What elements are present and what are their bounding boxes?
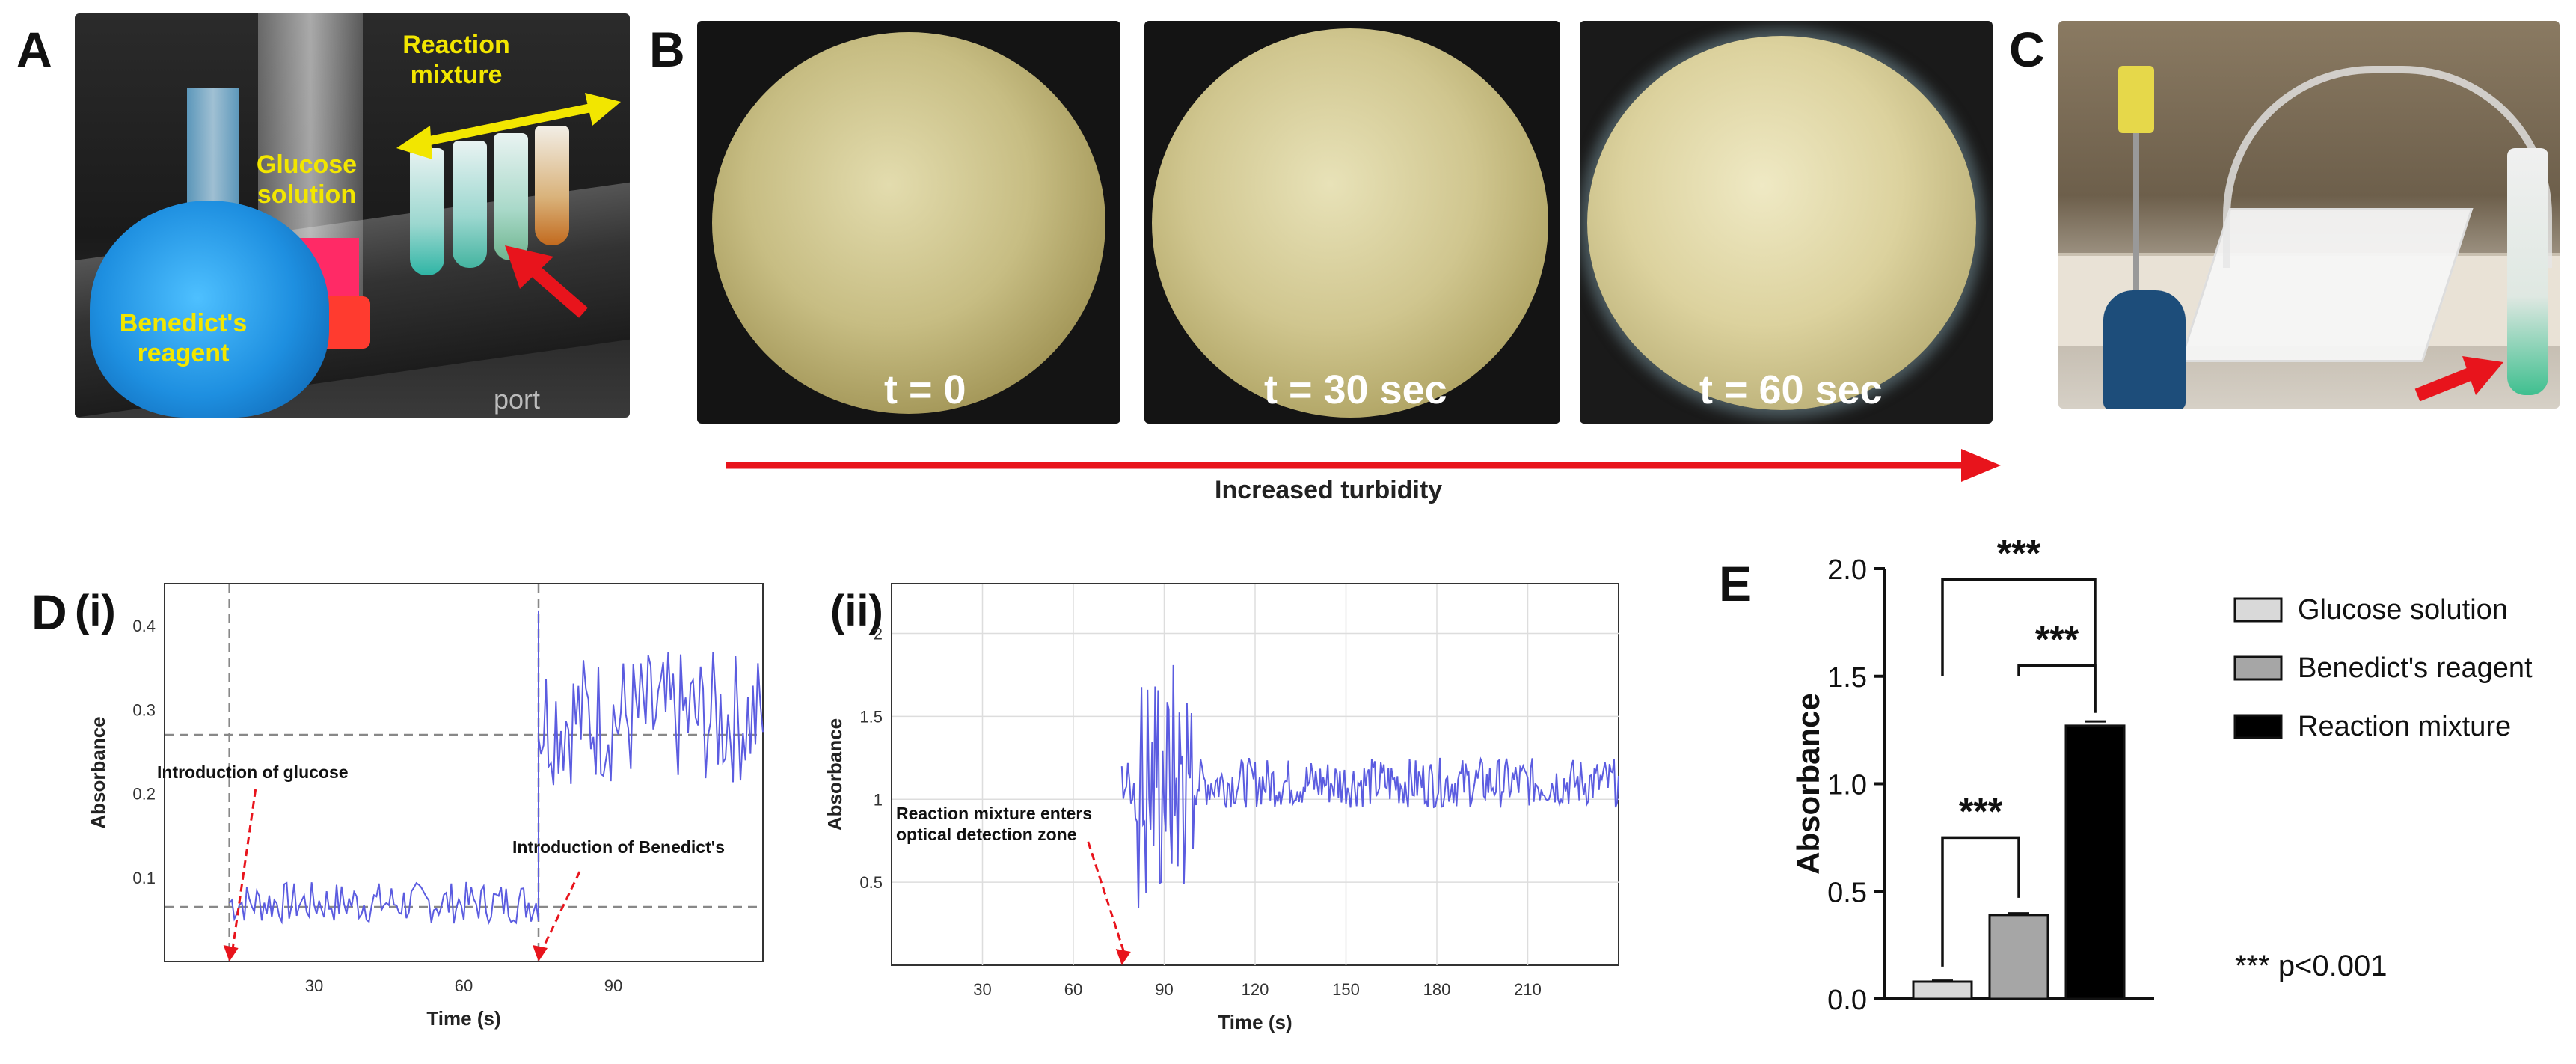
turbidity-disc bbox=[1587, 36, 1976, 410]
panel-letter-b: B bbox=[649, 22, 685, 77]
chart-d-ii: (ii) 30 60 90 120 150 180 210 0.5 1 1.5 2 Time (s) Ab… bbox=[824, 583, 1619, 1033]
y-tick-label: 0.4 bbox=[132, 617, 156, 635]
significance-label: *** bbox=[1997, 532, 2041, 574]
annotation-arrow bbox=[231, 789, 257, 952]
legend-swatch bbox=[2233, 597, 2283, 623]
turbidity-caption: Increased turbidity bbox=[1215, 476, 1443, 504]
red-arrow-icon bbox=[505, 245, 588, 318]
absorbance-trace bbox=[1120, 664, 1619, 908]
bar-3 bbox=[2064, 724, 2126, 1000]
turbidity-disc bbox=[712, 32, 1105, 414]
annotation-label: Introduction of Benedict's bbox=[512, 837, 725, 857]
x-tick-label: 30 bbox=[973, 980, 991, 999]
photo-panel-a: port bbox=[75, 13, 630, 418]
x-tick-label: 210 bbox=[1514, 980, 1542, 999]
legend-swatch bbox=[2233, 714, 2283, 739]
turbidity-frame-60: t = 60 sec bbox=[1580, 21, 1993, 424]
tube-4 bbox=[535, 126, 569, 245]
x-tick-label: 180 bbox=[1423, 980, 1451, 999]
frame-time-label: t = 0 bbox=[884, 367, 966, 412]
annotation-arrowhead bbox=[533, 945, 548, 961]
annotation-arrow bbox=[540, 871, 581, 952]
x-tick-label: 90 bbox=[604, 976, 622, 995]
label-glucose-solution: Glucose solution bbox=[256, 150, 358, 209]
annotation-label: Introduction of glucose bbox=[157, 762, 349, 782]
x-tick-label: 60 bbox=[455, 976, 473, 995]
bar-2 bbox=[1988, 914, 2049, 1000]
y-tick-label: 1.5 bbox=[859, 707, 883, 726]
annotation-arrowhead bbox=[223, 945, 239, 961]
x-tick-label: 60 bbox=[1064, 980, 1082, 999]
device-text: port bbox=[494, 384, 541, 415]
annotation-arrowhead bbox=[1115, 949, 1131, 965]
legend-label: Reaction mixture bbox=[2298, 711, 2511, 742]
x-tick-label: 30 bbox=[305, 976, 323, 995]
y-axis-label: Absorbance bbox=[824, 718, 846, 831]
benedicts-flask bbox=[90, 201, 329, 418]
annotation-label: optical detection zone bbox=[896, 825, 1077, 844]
frame-time-label: t = 30 sec bbox=[1264, 367, 1447, 412]
significance-bracket bbox=[2017, 664, 2097, 713]
plot-frame bbox=[164, 583, 764, 962]
y-tick-label: 0.5 bbox=[1827, 877, 1867, 908]
photo-panel-c bbox=[2058, 21, 2560, 409]
tube-3 bbox=[494, 133, 528, 260]
panel-letter-d: D bbox=[31, 584, 67, 640]
turbidity-disc bbox=[1152, 28, 1548, 418]
y-axis-label: Absorbance bbox=[87, 716, 109, 828]
significance-bracket bbox=[1941, 578, 2097, 713]
bar-1 bbox=[1912, 980, 1973, 1000]
tube-1 bbox=[410, 148, 444, 275]
chart-e: 0.0 0.5 1.0 1.5 2.0 Absorbance *** *** *** Glucos… bbox=[1791, 532, 2533, 1016]
syringe-needle bbox=[2133, 73, 2139, 298]
tubing bbox=[2223, 66, 2552, 268]
significance-bracket bbox=[1941, 836, 2020, 967]
y-tick-label: 0.5 bbox=[859, 873, 883, 892]
panel-letter-a: A bbox=[16, 22, 52, 77]
y-tick-label: 0.2 bbox=[132, 785, 156, 804]
tube-2 bbox=[453, 141, 487, 268]
red-arrow-icon bbox=[2414, 356, 2503, 402]
panel-letter-e: E bbox=[1719, 556, 1752, 611]
y-tick-label: 1 bbox=[874, 790, 883, 809]
y-tick-label: 0.1 bbox=[132, 869, 156, 887]
x-axis-label: Time (s) bbox=[426, 1007, 500, 1030]
turbidity-frame-0: t = 0 bbox=[697, 21, 1120, 424]
y-tick-label: 1.0 bbox=[1827, 770, 1867, 801]
turbidity-frame-30: t = 30 sec bbox=[1144, 21, 1560, 424]
y-tick-label: 0.0 bbox=[1827, 985, 1867, 1016]
syringe-hub bbox=[2118, 66, 2154, 133]
reaction-mixture-double-arrow bbox=[396, 93, 621, 159]
blue-clip bbox=[2103, 290, 2186, 409]
y-tick-label: 2 bbox=[874, 625, 883, 643]
significance-label: *** bbox=[2035, 618, 2079, 660]
y-tick-label: 1.5 bbox=[1827, 662, 1867, 694]
legend-swatch bbox=[2233, 655, 2283, 681]
annotation-label: Reaction mixture enters bbox=[896, 804, 1092, 823]
significance-label: *** bbox=[1959, 790, 2003, 832]
legend-label: Glucose solution bbox=[2298, 594, 2508, 626]
legend-label: Benedict's reagent bbox=[2298, 652, 2533, 684]
pvalue-note: *** p<0.001 bbox=[2235, 950, 2388, 982]
annotation-arrow bbox=[1087, 841, 1126, 956]
chart-d-i: (i) 30 60 90 0.1 0.2 0.3 0.4 Time (s) Absorbance I… bbox=[75, 583, 764, 1030]
panel-sublabel: (i) bbox=[75, 587, 116, 635]
absorbance-trace bbox=[228, 610, 764, 926]
label-benedicts-reagent: Benedict's reagent bbox=[119, 309, 248, 367]
y-tick-label: 0.3 bbox=[132, 700, 156, 719]
x-tick-label: 120 bbox=[1242, 980, 1269, 999]
x-tick-label: 150 bbox=[1332, 980, 1360, 999]
collection-tube bbox=[2507, 148, 2548, 395]
x-tick-label: 90 bbox=[1155, 980, 1173, 999]
label-reaction-mixture: Reaction mixture bbox=[402, 31, 510, 89]
x-axis-label: Time (s) bbox=[1218, 1011, 1292, 1033]
panel-sublabel: (ii) bbox=[830, 587, 883, 635]
turbidity-arrow bbox=[726, 449, 2001, 482]
frame-time-label: t = 60 sec bbox=[1699, 367, 1883, 412]
y-tick-label: 2.0 bbox=[1827, 554, 1867, 586]
y-axis-label: Absorbance bbox=[1791, 693, 1826, 875]
panel-letter-c: C bbox=[2009, 22, 2045, 77]
